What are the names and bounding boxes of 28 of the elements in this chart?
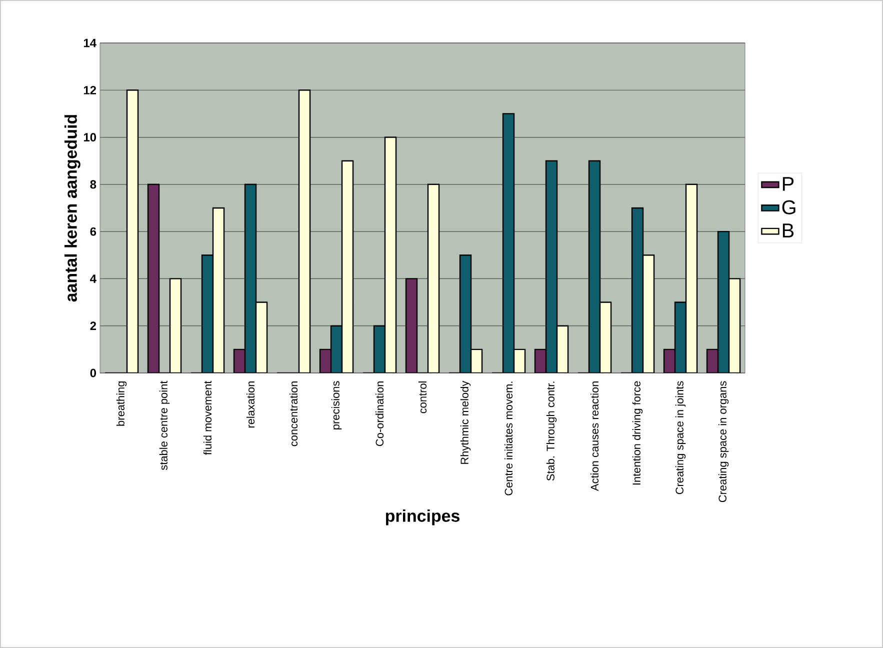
x-tick-label: fluid movement: [203, 380, 212, 455]
y-axis-title: aantal keren aangeduid: [64, 114, 80, 302]
x-tick-label: concentration: [289, 381, 298, 446]
x-tick-label: Creating space in organs: [718, 381, 729, 502]
y-tick-label: 0: [90, 368, 96, 378]
legend-label: B: [782, 224, 794, 238]
y-tick-label: 12: [84, 86, 96, 94]
x-tick-label: Centre initiates movem.: [504, 382, 513, 496]
x-tick-label: stable centre point: [159, 380, 170, 470]
y-tick-label: 6: [90, 227, 96, 236]
x-tick-label: Stab. Through contr.: [546, 382, 557, 481]
x-tick-label: Intention driving force: [632, 381, 643, 485]
x-tick-label: Action causes reaction: [590, 382, 599, 491]
x-tick-label: Rhythmic melody: [460, 380, 471, 464]
x-tick-label: Creating space in joints: [675, 381, 686, 494]
x-tick-label: relaxation: [246, 381, 255, 428]
x-tick-label: Co-ordination: [375, 381, 384, 446]
x-tick-label: control: [418, 381, 427, 414]
y-tick-label: 4: [90, 274, 96, 283]
y-tick-label: 2: [90, 322, 96, 330]
x-tick-label: precisions: [331, 381, 342, 430]
x-axis-title: principes: [386, 509, 460, 526]
y-tick-label: 8: [90, 180, 96, 189]
legend-label: P: [782, 177, 794, 191]
y-tick-label: 10: [84, 133, 96, 142]
legend-label: G: [782, 200, 796, 214]
x-tick-label: breathing: [116, 381, 127, 426]
y-tick-label: 14: [84, 38, 96, 48]
